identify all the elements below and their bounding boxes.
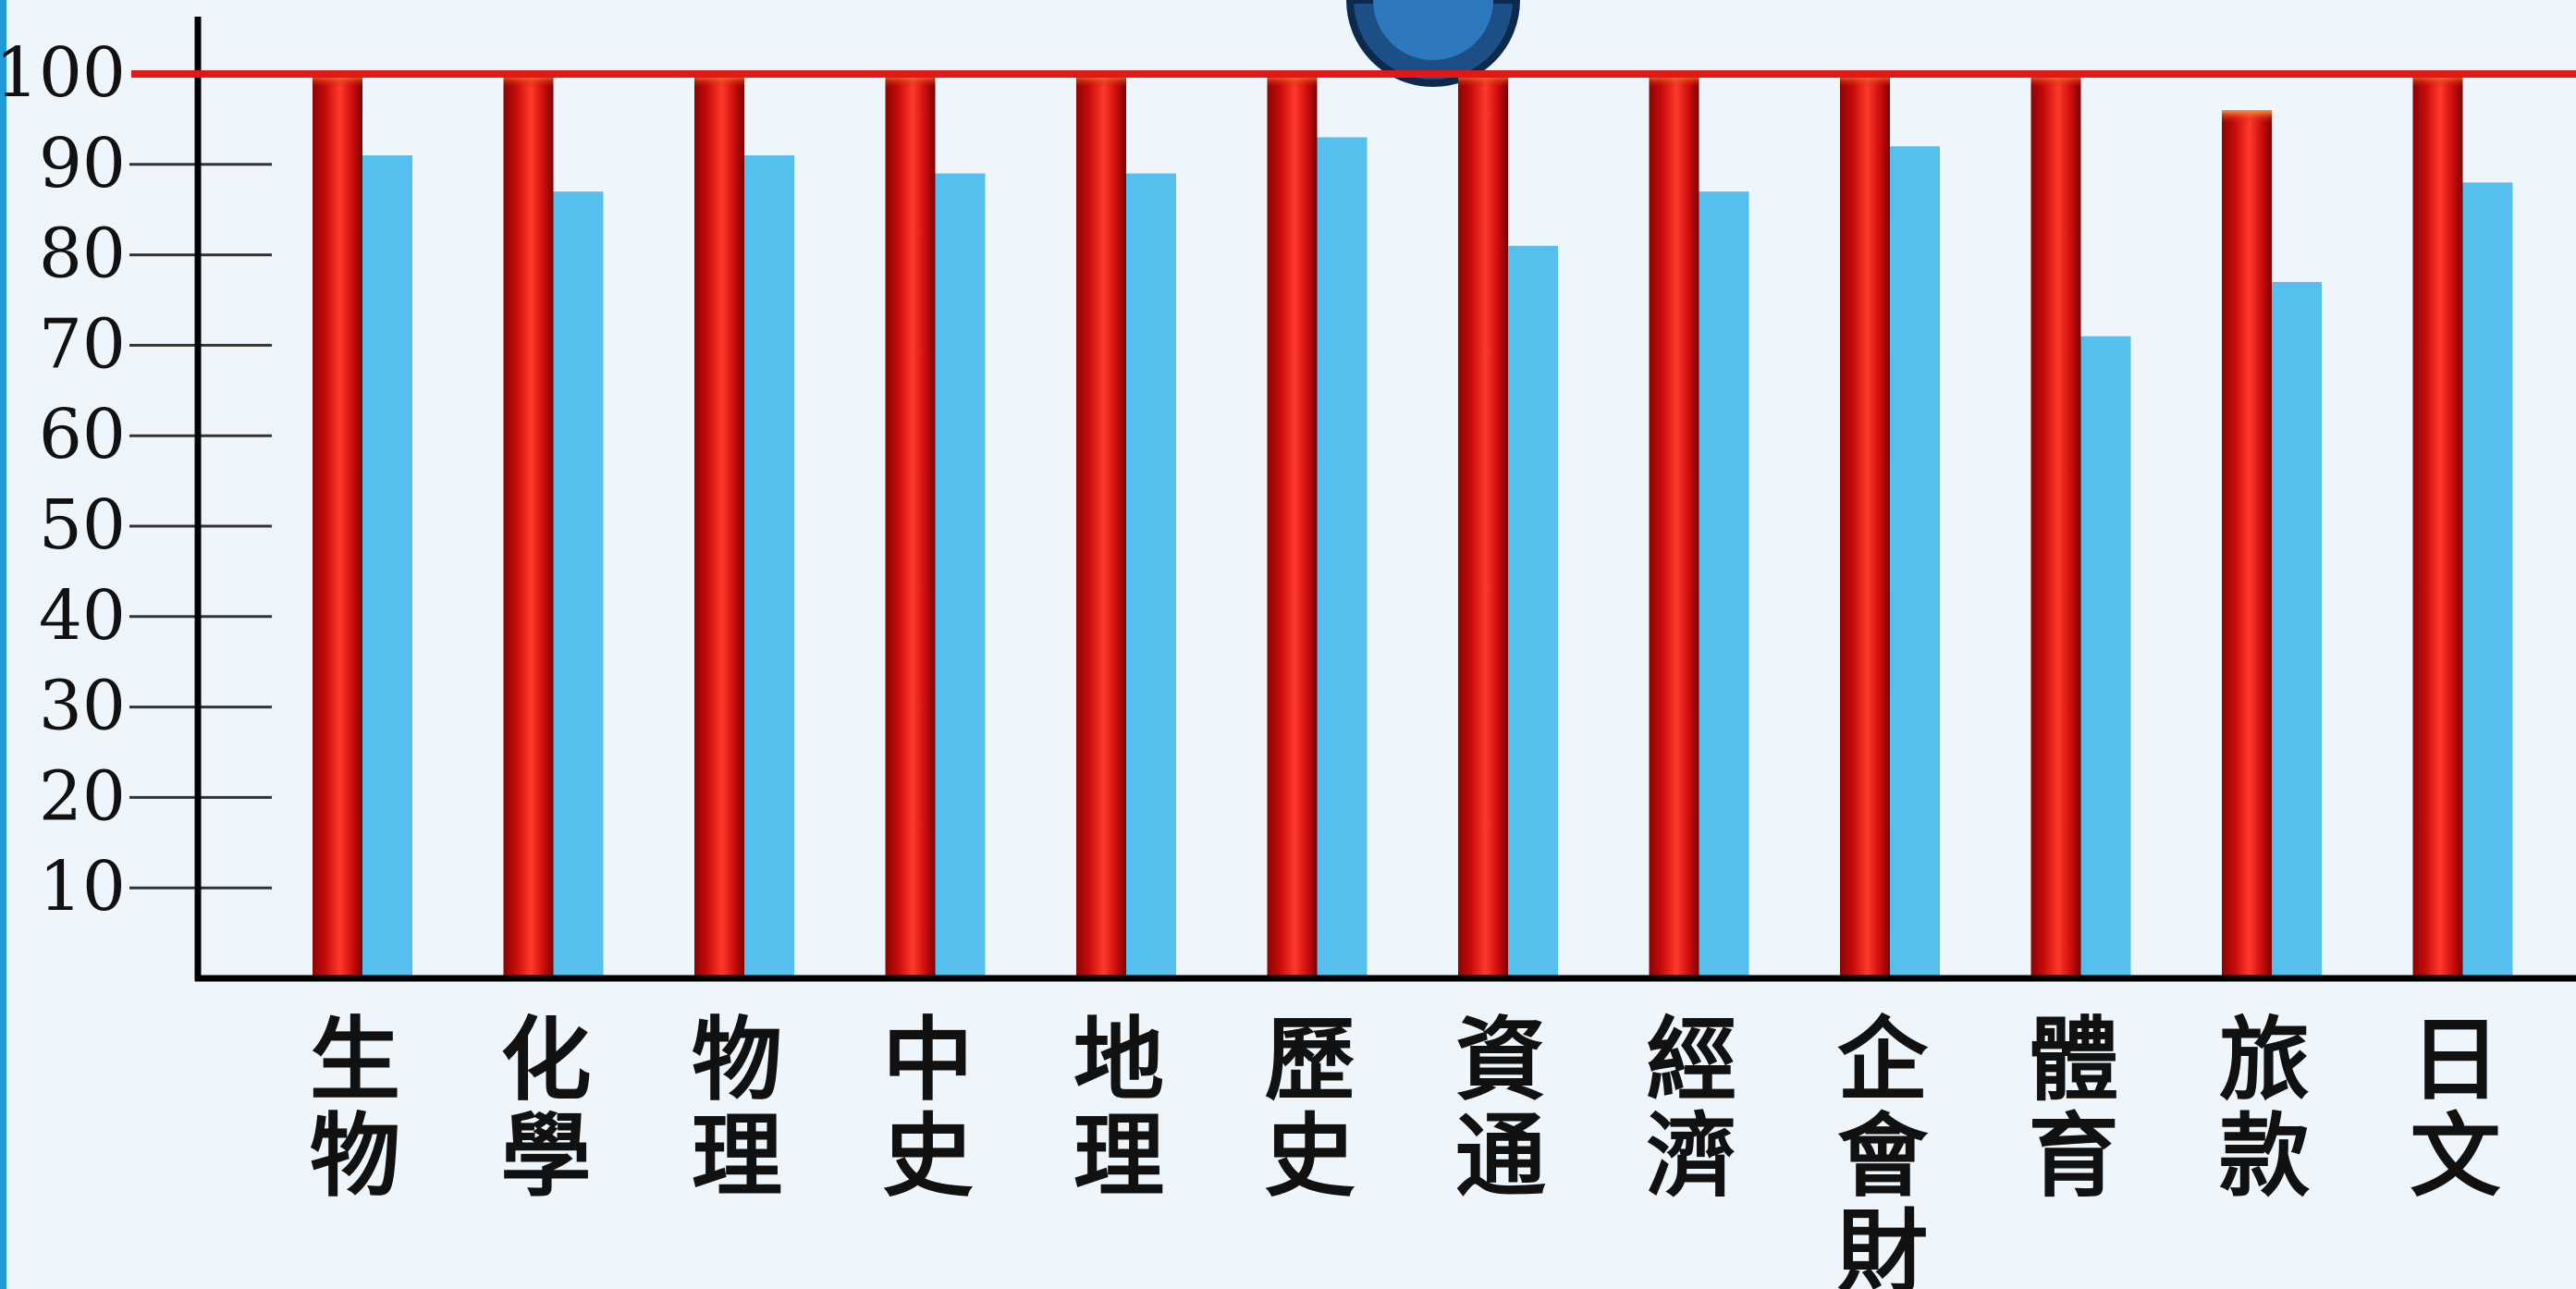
y-tick-label: 30 — [39, 667, 126, 746]
bar-series-2 — [1317, 137, 1368, 978]
axes — [194, 17, 2576, 982]
bar-series-1 — [694, 74, 744, 978]
bar-series-2 — [744, 155, 794, 978]
bar-series-1 — [1458, 74, 1508, 978]
x-tick-label: 物理 — [692, 1007, 782, 1209]
y-tick-label: 70 — [39, 304, 126, 384]
bar-series-2 — [1508, 245, 1558, 978]
bar-series-1 — [1649, 74, 1699, 978]
x-tick-label: 旅款 — [2219, 1007, 2310, 1209]
x-tick-label: 歷史 — [1264, 1007, 1355, 1209]
x-tick-label: 中史 — [882, 1007, 973, 1209]
y-tick-label: 20 — [39, 756, 126, 836]
bar-series-2 — [2272, 281, 2322, 978]
bar-series-1 — [1267, 74, 1318, 978]
x-tick-label: 生物 — [310, 1007, 400, 1209]
bar-series-2 — [1890, 146, 1940, 979]
bar-series-2 — [2080, 336, 2131, 978]
bar-series-1 — [2222, 110, 2272, 979]
x-tick-label: 體育 — [2028, 1007, 2118, 1209]
y-tick-label: 10 — [39, 847, 126, 927]
bar-series-2 — [553, 191, 604, 978]
y-tick-label: 90 — [39, 124, 126, 203]
x-tick-label: 地理 — [1073, 1007, 1164, 1209]
bar-series-1 — [2412, 74, 2463, 978]
x-tick-label: 日文 — [2410, 1007, 2500, 1209]
x-tick-label: 化學 — [500, 1007, 591, 1209]
bar-series-2 — [1126, 173, 1176, 978]
bar-series-2 — [935, 173, 986, 978]
bar-series-1 — [503, 74, 554, 978]
bar-series-1-highlight — [2222, 110, 2272, 124]
bar-series-2 — [1699, 191, 1749, 978]
badge-decoration — [1345, 0, 1521, 87]
left-border — [0, 0, 6, 1289]
bar-series-1 — [313, 74, 362, 978]
x-tick-label: 經濟 — [1646, 1007, 1736, 1209]
x-tick-label: 企會財 — [1837, 1007, 1929, 1289]
bar-series-2 — [362, 155, 412, 978]
bar-series-1 — [1840, 74, 1890, 978]
y-ticks: 10 20 30 40 50 60 70 80 90 100 — [0, 33, 272, 927]
y-tick-label: 50 — [39, 485, 126, 565]
x-tick-label: 資通 — [1455, 1007, 1546, 1209]
bar-series-1 — [2030, 74, 2081, 978]
bar-series-1 — [1076, 74, 1126, 978]
bar-series-1 — [885, 74, 936, 978]
y-tick-label: 40 — [39, 576, 126, 656]
bar-series-2 — [2462, 182, 2513, 979]
y-tick-label: 100 — [0, 33, 126, 113]
y-tick-label: 80 — [39, 215, 126, 294]
bars — [313, 74, 2513, 979]
y-tick-label: 60 — [39, 395, 126, 474]
